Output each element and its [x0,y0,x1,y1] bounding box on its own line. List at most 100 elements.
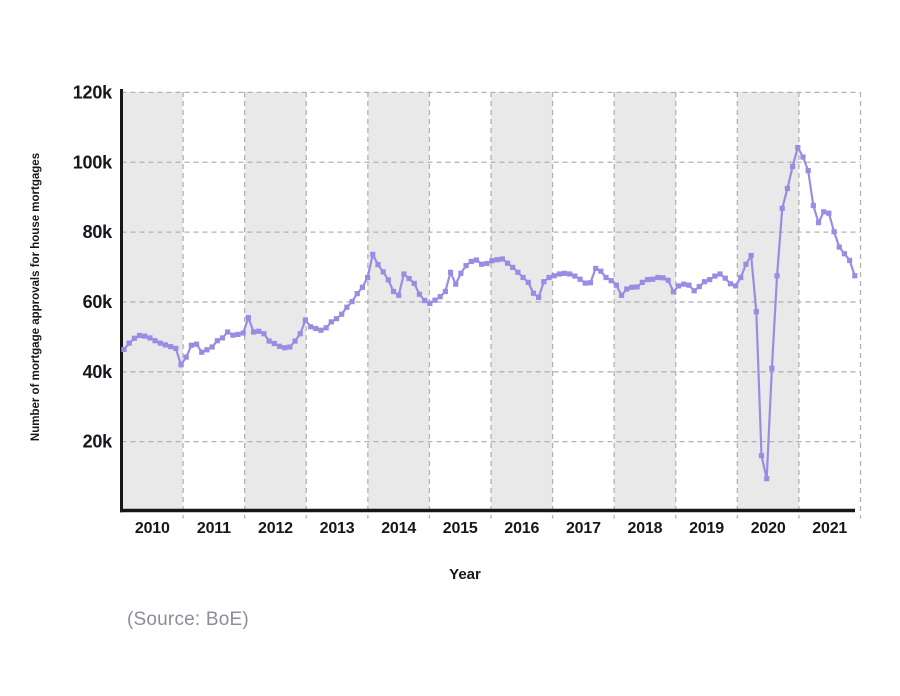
data-point-marker [396,292,402,298]
data-point-marker [199,349,205,355]
data-point-marker [168,344,174,350]
data-point-marker [453,281,459,287]
data-point-marker [271,340,277,347]
data-point-marker [313,325,319,332]
x-tick-label: 2010 [135,520,170,537]
x-tick-label: 2012 [258,520,293,537]
data-point-marker [520,274,526,281]
data-point-marker [572,273,578,279]
data-point-marker [805,168,811,174]
data-point-marker [727,281,734,287]
data-point-marker [193,341,200,347]
data-point-marker [790,163,796,170]
data-point-marker [489,258,495,264]
data-point-marker [712,273,718,279]
data-point-marker [245,315,251,321]
data-point-marker [173,345,179,352]
data-point-marker [380,269,386,275]
data-point-marker [359,284,366,290]
data-point-marker [235,331,241,338]
x-tick-label: 2017 [566,520,601,537]
y-axis-title: Number of mortgage approvals for house m… [30,152,42,442]
data-point-marker [266,338,272,344]
data-point-marker [282,345,288,351]
x-tick-label: 2018 [628,520,663,537]
data-point-marker [401,271,407,277]
data-point-marker [556,271,562,277]
data-point-marker [126,340,132,346]
data-point-marker [784,185,791,192]
data-point-marker [634,284,640,290]
y-tick-label: 60k [83,292,114,312]
data-point-marker [665,277,671,283]
data-point-marker [136,332,143,339]
data-point-marker [546,274,552,281]
data-point-marker [458,270,464,276]
data-point-marker [670,289,676,295]
data-point-marker [230,332,236,338]
x-tick-label: 2011 [197,520,231,537]
data-point-marker [650,276,656,282]
y-tick-label: 100k [73,152,113,172]
data-point-marker [287,344,293,350]
data-point-marker [468,258,474,265]
data-point-marker [427,300,433,306]
data-point-marker [691,288,697,294]
x-tick-label: 2020 [751,520,786,537]
data-point-marker [250,329,257,335]
data-point-marker [582,280,588,286]
x-axis-title: Year [449,566,481,583]
source-note: (Source: BoE) [127,609,249,630]
x-tick-label: 2013 [320,520,355,537]
data-point-marker [587,280,594,286]
x-tick-label: 2015 [443,520,478,537]
data-point-marker [510,264,516,270]
data-point-marker [769,365,775,371]
data-point-marker [204,347,210,353]
year-band-2012 [244,92,307,511]
data-point-marker [732,283,739,289]
year-band-2014 [367,92,430,511]
year-band-2018 [614,92,676,511]
data-point-marker [764,476,770,482]
data-point-marker [256,328,262,334]
data-point-marker [774,273,780,279]
data-point-marker [530,290,537,296]
data-point-marker [836,244,842,250]
data-point-marker [416,291,423,297]
data-point-marker [463,263,469,269]
data-point-marker [318,327,324,333]
data-point-marker [214,338,220,344]
data-point-marker [152,338,158,344]
data-point-marker [738,274,744,281]
x-tick-label: 2021 [812,520,847,537]
data-point-marker [292,338,298,344]
data-point-marker [831,229,837,235]
data-point-marker [758,453,765,459]
data-point-marker [297,331,303,337]
data-point-marker [536,294,542,301]
y-tick-label: 20k [83,432,114,452]
data-point-marker [333,316,340,322]
data-point-marker [473,257,480,263]
data-point-marker [339,311,345,317]
data-point-marker [307,324,314,330]
data-point-marker [504,260,511,266]
data-point-marker [365,274,371,281]
data-point-marker [131,335,137,341]
data-point-marker [795,144,801,151]
data-point-marker [162,342,169,348]
data-point-marker [479,261,485,267]
data-point-marker [442,288,448,295]
data-point-marker [209,344,215,350]
data-point-marker [639,279,645,285]
data-point-marker [681,281,687,287]
data-point-marker [541,279,547,285]
data-point-marker [815,220,822,226]
data-point-marker [183,354,189,360]
data-point-marker [686,282,692,288]
data-point-marker [515,269,521,275]
data-point-marker [499,256,505,262]
data-point-marker [390,288,397,295]
data-point-marker [753,309,759,315]
